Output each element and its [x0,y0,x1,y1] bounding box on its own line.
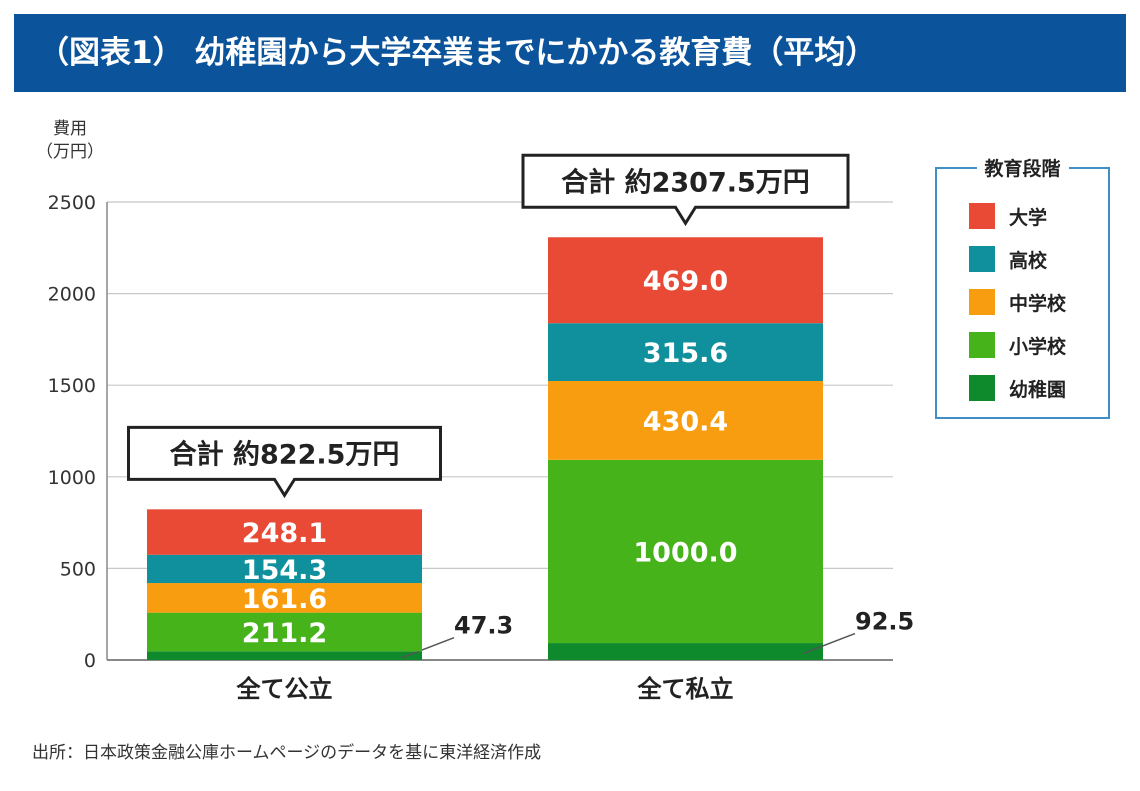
y-axis-label-line-2: （万円） [36,142,104,162]
bar-segment [548,643,823,660]
bar-segment [147,612,422,652]
bar-segment [147,554,422,584]
y-tick-label: 0 [84,650,96,672]
legend-item: 幼稚園 [969,374,1066,402]
legend-swatch [969,246,995,272]
y-tick-label: 500 [60,558,96,580]
bar-segment [147,583,422,613]
x-category-label: 全て公立 [236,675,333,703]
data-label: 154.3 [242,555,327,586]
legend-label: 幼稚園 [1009,378,1067,401]
legend-label: 大学 [1009,206,1048,229]
bar-segment [147,651,422,660]
legend-swatch [969,375,995,401]
legend-title: 教育段階 [976,154,1069,181]
y-tick-label: 2500 [48,192,96,214]
y-axis-label-line-1: 費用 [53,119,87,139]
data-label: 1000.0 [633,537,737,568]
legend-label: 中学校 [1009,292,1067,315]
y-tick-label: 1500 [48,375,96,397]
data-label: 92.5 [855,608,914,636]
legend-item: 大学 [969,202,1047,230]
legend-item: 高校 [969,245,1047,273]
source-note: 出所：日本政策金融公庫ホームページのデータを基に東洋経済作成 [32,743,542,763]
legend-label: 小学校 [1009,335,1067,358]
bar-segment [147,509,422,555]
data-label: 248.1 [242,518,327,549]
y-tick-label: 2000 [48,284,96,306]
total-callout-box [127,425,442,499]
data-label: 430.4 [643,406,728,437]
y-axis-unit-label: 費用 （万円） [36,118,104,164]
legend-label: 高校 [1009,249,1048,272]
legend: 教育段階 大学高校中学校小学校幼稚園 [935,154,1110,419]
total-callout-box [521,153,850,227]
bar-segment [548,323,823,382]
data-label-leader [401,636,455,659]
title-bar: （図表1） 幼稚園から大学卒業までにかかる教育費（平均） [14,14,1126,92]
data-label: 47.3 [454,612,513,640]
legend-swatch [969,332,995,358]
legend-item: 中学校 [969,288,1066,316]
data-label-leader [802,632,856,655]
x-category-label: 全て私立 [637,675,734,703]
chart-title: （図表1） 幼稚園から大学卒業までにかかる教育費（平均） [38,35,877,71]
legend-swatch [969,289,995,315]
legend-item: 小学校 [969,331,1066,359]
bar-segment [548,237,823,324]
legend-swatch [969,203,995,229]
bar-segment [548,459,823,644]
data-label: 161.6 [242,584,327,615]
data-label: 469.0 [643,266,728,297]
data-label: 211.2 [242,618,327,649]
bar-segment [548,381,823,460]
total-label: 合計 約2307.5万円 [561,166,810,198]
data-label: 315.6 [643,338,728,369]
total-label: 合計 約822.5万円 [170,438,400,470]
y-tick-label: 1000 [48,467,96,489]
